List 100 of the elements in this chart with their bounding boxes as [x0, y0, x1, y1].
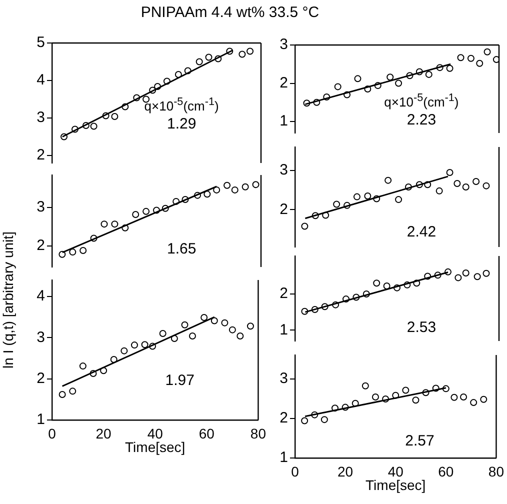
point	[342, 296, 350, 303]
point	[102, 112, 110, 120]
point	[159, 330, 166, 338]
point	[446, 64, 454, 72]
x-tick-label: 20	[96, 425, 112, 442]
point	[200, 314, 208, 321]
point	[444, 268, 452, 276]
point	[352, 294, 360, 301]
x-tick-label: 60	[198, 425, 215, 442]
y-tick-label: 1	[36, 411, 45, 428]
point	[412, 396, 420, 404]
point	[436, 64, 444, 72]
point	[312, 212, 319, 220]
point	[69, 388, 76, 395]
point	[382, 395, 390, 402]
annotation: q×10$^{-5}$(cm$^{-1}$)	[144, 96, 219, 114]
point	[331, 404, 338, 412]
point	[231, 186, 238, 194]
annotation: q×10$^{-5}$(cm$^{-1}$)	[384, 92, 459, 110]
point	[252, 181, 260, 188]
point	[416, 68, 423, 76]
point	[344, 202, 351, 209]
point	[323, 94, 330, 101]
point	[111, 220, 118, 228]
point	[163, 78, 170, 85]
point	[374, 82, 382, 90]
point	[395, 80, 402, 87]
series-label: 1.29	[166, 115, 196, 132]
point	[395, 196, 402, 204]
point	[434, 272, 442, 279]
point	[60, 133, 68, 140]
point	[100, 367, 108, 374]
point	[476, 60, 484, 67]
point	[182, 196, 189, 204]
point	[181, 321, 188, 328]
point	[442, 385, 450, 392]
y-axis-title: ln I (q,t) [arbitrary unit]	[0, 232, 16, 368]
series-label: 2.23	[406, 111, 436, 128]
point	[204, 190, 211, 198]
y-tick-label: 3	[36, 328, 45, 346]
point	[58, 390, 66, 398]
y-tick-label: 4	[36, 288, 45, 305]
point	[301, 222, 308, 230]
point	[162, 204, 169, 212]
x-tick-label: 0	[291, 463, 300, 480]
point	[492, 56, 499, 64]
point	[432, 384, 440, 392]
point	[333, 200, 340, 208]
point	[424, 272, 432, 280]
point	[353, 193, 360, 200]
point	[454, 274, 462, 282]
point	[213, 186, 220, 194]
point	[221, 319, 228, 326]
point	[313, 98, 320, 106]
point	[130, 342, 138, 349]
point	[122, 103, 129, 110]
point	[90, 122, 98, 130]
x-tick-label: 40	[388, 463, 404, 480]
point	[474, 273, 481, 280]
point	[303, 100, 310, 107]
x-axis-title: Time[sec]	[125, 439, 186, 455]
point	[133, 94, 140, 102]
point	[457, 54, 464, 62]
point	[172, 198, 180, 205]
point	[354, 75, 362, 82]
point	[122, 224, 129, 232]
point	[79, 362, 86, 370]
x-tick-label: 20	[338, 463, 354, 480]
point	[210, 317, 218, 324]
point	[424, 181, 432, 188]
point	[154, 83, 162, 90]
point	[184, 67, 192, 74]
point	[205, 54, 212, 61]
point	[422, 389, 430, 396]
point	[332, 301, 340, 308]
y-tick-label: 1	[280, 112, 288, 130]
point	[404, 281, 411, 288]
point	[404, 184, 412, 190]
point	[228, 326, 236, 334]
series-label: 2.53	[406, 318, 436, 336]
series-label: 1.65	[166, 240, 196, 258]
y-tick-label: 4	[36, 72, 45, 89]
point	[362, 290, 370, 298]
point	[69, 248, 76, 256]
point	[373, 195, 380, 202]
y-tick-label: 1	[280, 449, 288, 466]
point	[406, 72, 414, 80]
point	[238, 50, 246, 58]
point	[482, 182, 490, 190]
y-tick-label: 5	[36, 34, 45, 52]
y-tick-label: 3	[280, 36, 288, 54]
point	[373, 280, 380, 287]
y-tick-label: 2	[36, 237, 45, 254]
point	[174, 71, 182, 78]
point	[120, 347, 128, 354]
y-tick-label: 2	[280, 200, 288, 218]
point	[311, 411, 318, 418]
y-tick-label: 3	[280, 162, 288, 179]
point	[384, 176, 392, 184]
point	[224, 182, 231, 189]
